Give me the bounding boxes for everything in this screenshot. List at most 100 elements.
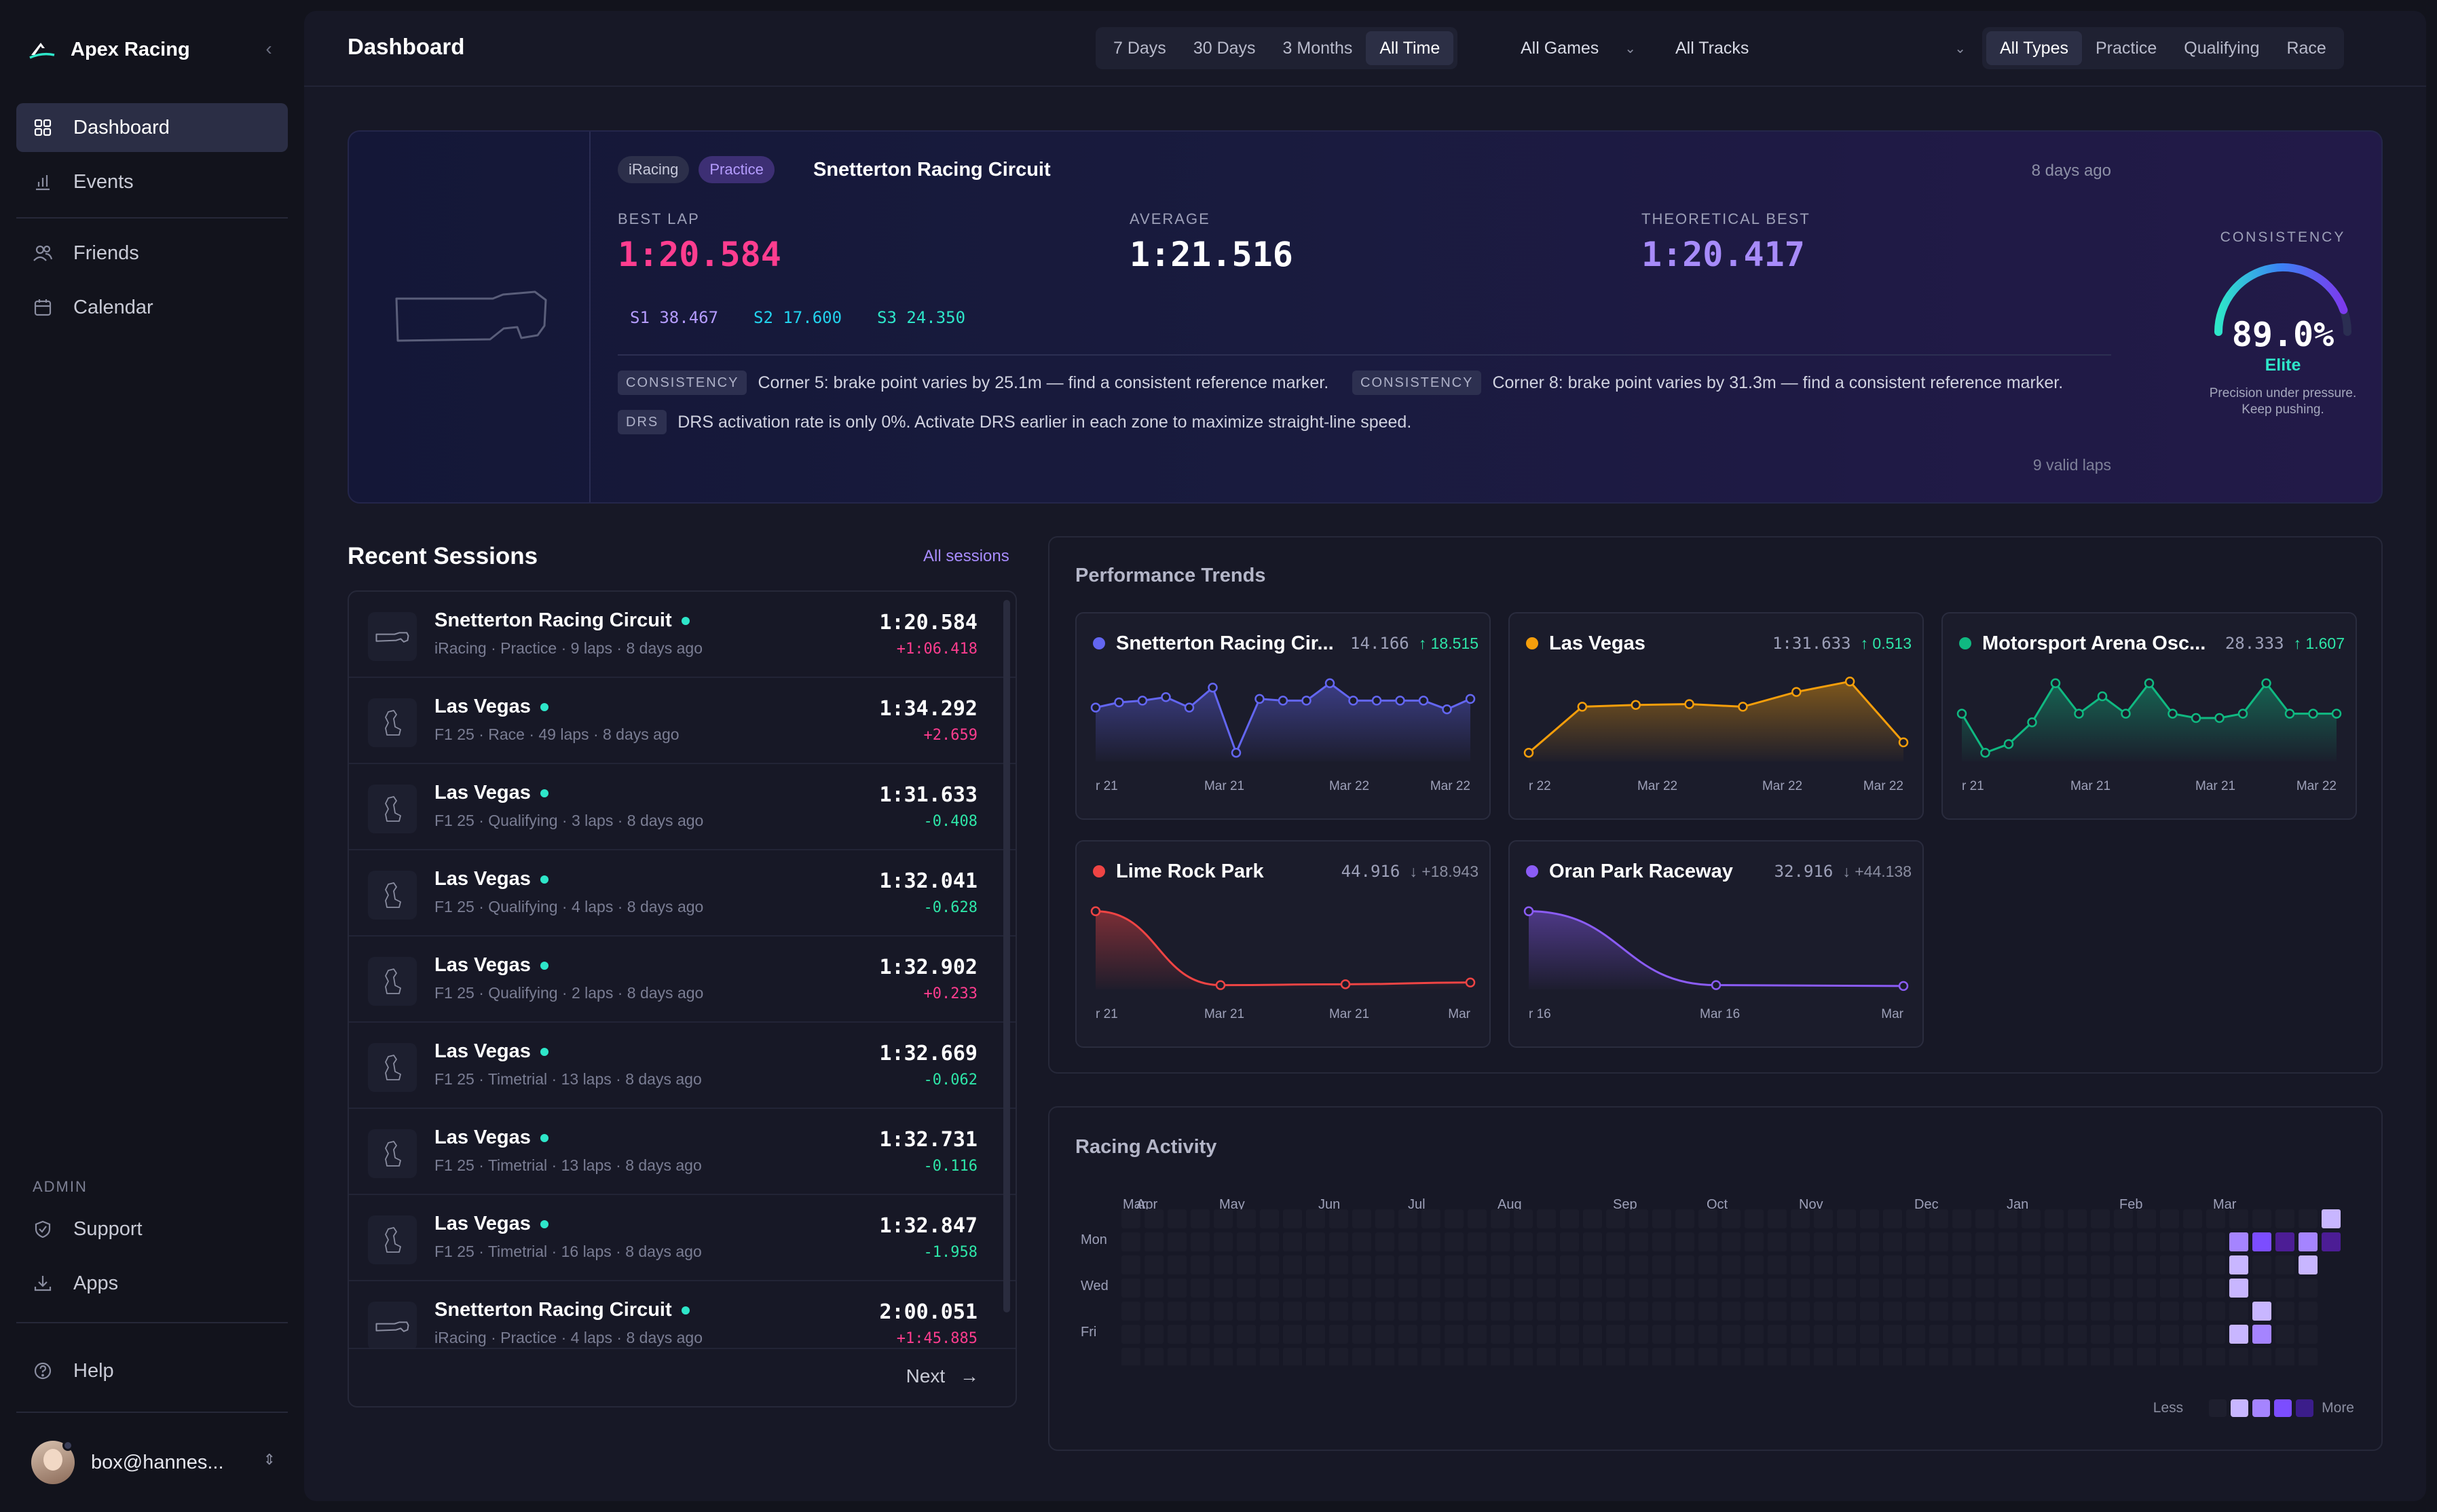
activity-cell[interactable] [1583,1279,1602,1298]
activity-cell[interactable] [2114,1325,2133,1344]
activity-cell[interactable] [2322,1209,2341,1228]
session-row[interactable]: Las Vegas F1 25 · Timetrial · 13 laps · 8… [349,1109,1016,1195]
trend-point[interactable] [1137,696,1148,706]
trend-point[interactable] [1278,696,1288,706]
activity-cell[interactable] [2022,1255,2041,1274]
activity-cell[interactable] [1675,1232,1694,1251]
activity-cell[interactable] [1745,1232,1764,1251]
activity-cell[interactable] [2206,1209,2225,1228]
activity-cell[interactable] [2160,1255,2179,1274]
trend-point[interactable] [1231,747,1242,758]
activity-cell[interactable] [1814,1279,1833,1298]
activity-cell[interactable] [1837,1302,1856,1321]
activity-cell[interactable] [1583,1209,1602,1228]
activity-cell[interactable] [2252,1325,2271,1344]
activity-cell[interactable] [1514,1302,1533,1321]
activity-cell[interactable] [2022,1232,2041,1251]
activity-cell[interactable] [1560,1209,1579,1228]
activity-cell[interactable] [2252,1279,2271,1298]
trend-point[interactable] [1254,694,1265,704]
activity-cell[interactable] [1491,1209,1510,1228]
activity-cell[interactable] [1191,1232,1210,1251]
user-menu[interactable]: box@hannes... ⇕ [31,1439,276,1486]
activity-cell[interactable] [2229,1325,2248,1344]
trend-point[interactable] [1371,696,1382,706]
activity-cell[interactable] [1398,1232,1417,1251]
activity-cell[interactable] [1929,1325,1948,1344]
activity-cell[interactable] [1306,1302,1325,1321]
activity-cell[interactable] [1722,1232,1741,1251]
activity-cell[interactable] [1606,1209,1625,1228]
activity-cell[interactable] [2183,1348,2202,1365]
activity-cell[interactable] [1421,1302,1440,1321]
activity-cell[interactable] [2206,1232,2225,1251]
activity-cell[interactable] [1837,1255,1856,1274]
activity-cell[interactable] [1583,1302,1602,1321]
activity-cell[interactable] [1214,1279,1233,1298]
activity-cell[interactable] [1468,1209,1487,1228]
activity-cell[interactable] [2183,1302,2202,1321]
range-option-30d[interactable]: 30 Days [1193,39,1256,58]
activity-cell[interactable] [1560,1232,1579,1251]
trend-point[interactable] [1184,702,1195,713]
activity-cell[interactable] [2045,1209,2064,1228]
activity-cell[interactable] [1468,1302,1487,1321]
activity-cell[interactable] [2183,1209,2202,1228]
activity-cell[interactable] [1491,1325,1510,1344]
trend-point[interactable] [1577,702,1588,712]
trend-point[interactable] [1442,704,1452,715]
activity-cell[interactable] [1329,1232,1348,1251]
activity-cell[interactable] [1952,1325,1971,1344]
activity-cell[interactable] [1398,1209,1417,1228]
trend-card[interactable]: Las Vegas 1:31.633 ↑ 0.513 r 22 Mar 22 Mar 22… [1508,612,1924,820]
activity-cell[interactable] [1906,1279,1925,1298]
activity-cell[interactable] [1445,1302,1464,1321]
activity-cell[interactable] [1352,1302,1371,1321]
activity-cell[interactable] [1998,1232,2017,1251]
activity-cell[interactable] [1306,1232,1325,1251]
activity-cell[interactable] [2299,1209,2318,1228]
activity-cell[interactable] [2275,1209,2294,1228]
activity-cell[interactable] [2299,1302,2318,1321]
trend-point[interactable] [1898,737,1909,748]
type-option-race[interactable]: Race [2286,39,2326,58]
activity-cell[interactable] [2091,1302,2110,1321]
activity-cell[interactable] [1860,1232,1879,1251]
activity-cell[interactable] [1791,1255,1810,1274]
activity-cell[interactable] [1283,1302,1302,1321]
activity-cell[interactable] [1352,1348,1371,1365]
sidebar-item-events[interactable]: Events [16,157,288,206]
activity-cell[interactable] [1260,1325,1279,1344]
activity-cell[interactable] [1537,1232,1556,1251]
activity-cell[interactable] [2299,1232,2318,1251]
brand[interactable]: Apex Racing [27,33,190,67]
activity-cell[interactable] [1306,1348,1325,1365]
activity-cell[interactable] [1698,1232,1717,1251]
activity-cell[interactable] [1260,1232,1279,1251]
activity-cell[interactable] [1121,1325,1140,1344]
activity-cell[interactable] [1214,1209,1233,1228]
activity-cell[interactable] [1606,1279,1625,1298]
activity-cell[interactable] [1260,1279,1279,1298]
activity-cell[interactable] [1560,1302,1579,1321]
type-option-qualifying[interactable]: Qualifying [2184,39,2260,58]
activity-cell[interactable] [1814,1302,1833,1321]
activity-cell[interactable] [2229,1255,2248,1274]
activity-cell[interactable] [1237,1209,1256,1228]
activity-cell[interactable] [1214,1232,1233,1251]
activity-cell[interactable] [1237,1255,1256,1274]
activity-cell[interactable] [1583,1348,1602,1365]
trend-point[interactable] [2214,713,2225,723]
activity-cell[interactable] [1698,1325,1717,1344]
session-row[interactable]: Snetterton Racing Circuit iRacing · Pract… [349,1281,1016,1349]
activity-cell[interactable] [1514,1232,1533,1251]
activity-cell[interactable] [1883,1209,1902,1228]
activity-cell[interactable] [1283,1348,1302,1365]
activity-cell[interactable] [2137,1209,2156,1228]
activity-cell[interactable] [1468,1232,1487,1251]
activity-cell[interactable] [1306,1209,1325,1228]
trend-point[interactable] [2261,678,2271,689]
activity-cell[interactable] [1652,1348,1671,1365]
activity-cell[interactable] [1606,1325,1625,1344]
activity-cell[interactable] [1629,1302,1648,1321]
